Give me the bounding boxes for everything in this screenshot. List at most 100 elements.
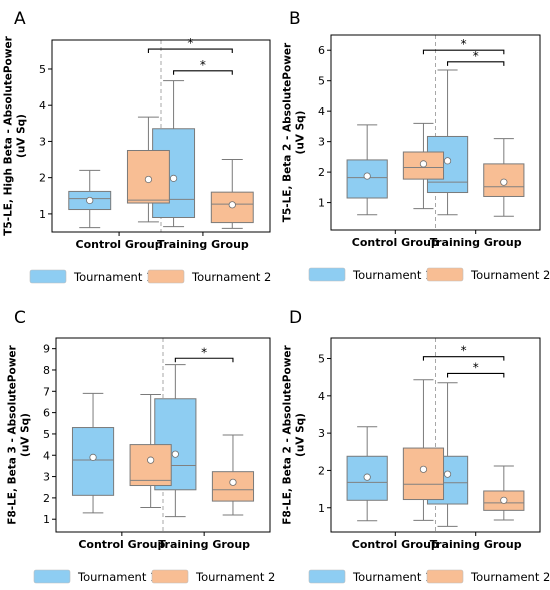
box-body xyxy=(402,447,445,501)
mean-marker xyxy=(144,175,153,184)
significance-bracket-a-1: * xyxy=(173,58,233,75)
legend-item-d-1: Tournament 2 xyxy=(426,569,550,584)
box-d-0-0 xyxy=(346,426,388,522)
legend-swatch xyxy=(426,267,464,282)
mean-marker xyxy=(363,172,371,180)
legend-item-a-0: Tournament 1 xyxy=(29,269,153,284)
mean-marker xyxy=(443,157,452,165)
significance-label: * xyxy=(187,36,193,50)
y-tick-label: 3 xyxy=(43,471,50,484)
y-tick-label: 1 xyxy=(318,502,325,515)
legend-swatch xyxy=(29,269,67,284)
box-d-1-1 xyxy=(483,465,525,521)
y-tick-label: 5 xyxy=(318,353,325,366)
box-body xyxy=(402,151,445,180)
legend-item-a-1: Tournament 2 xyxy=(147,269,271,284)
legend-label: Tournament 1 xyxy=(352,570,432,584)
legend-item-c-1: Tournament 2 xyxy=(151,569,275,584)
panel-d: D * * 1 2 3 4 5 Control Group Training Group F8-LE… xyxy=(275,295,550,590)
x-tick-label: Training Group xyxy=(430,538,522,551)
mean-marker xyxy=(147,456,155,464)
y-tick-label: 4 xyxy=(318,105,325,118)
box-c-1-0 xyxy=(154,364,197,518)
legend-label: Tournament 2 xyxy=(470,268,550,282)
y-tick-label: 1 xyxy=(39,208,46,221)
box-b-1-0 xyxy=(426,69,469,216)
legend-swatch xyxy=(151,569,189,584)
y-tick-label: 6 xyxy=(43,407,50,420)
y-tick-label: 3 xyxy=(318,427,325,440)
significance-bracket-a-0: * xyxy=(147,36,233,54)
x-tick-label: Training Group xyxy=(430,236,522,249)
box-b-0-1 xyxy=(402,122,445,210)
panel-letter-a: A xyxy=(14,9,26,29)
y-axis-label-a: T5-LE, High Beta - AbsolutePower(uV Sq) xyxy=(3,35,28,235)
legend-item-b-1: Tournament 2 xyxy=(426,267,550,282)
significance-label: * xyxy=(200,58,206,72)
mean-marker xyxy=(500,178,508,186)
significance-bracket-b-1: * xyxy=(447,49,505,66)
x-tick-label: Training Group xyxy=(158,538,250,551)
legend-label: Tournament 1 xyxy=(352,268,432,282)
y-axis-label-c: F8-LE, Beta 3 - AbsolutePower(uV Sq) xyxy=(7,344,32,524)
panel-b: B * * 1 2 3 4 5 6 Control Group Training Group T5-L… xyxy=(275,0,550,295)
y-axis-label-d: F8-LE, Beta 2 - AbsolutePower(uV Sq) xyxy=(282,344,307,524)
box-d-0-1 xyxy=(402,379,445,521)
mean-marker xyxy=(89,453,97,461)
significance-bracket-c-0: * xyxy=(174,345,234,363)
bracket-line xyxy=(422,356,505,361)
y-tick-label: 3 xyxy=(318,136,325,149)
legend-label: Tournament 1 xyxy=(73,270,153,284)
legend-swatch xyxy=(147,269,185,284)
bracket-line xyxy=(174,357,234,363)
box-body xyxy=(211,471,255,502)
legend-label: Tournament 1 xyxy=(77,570,157,584)
bracket-line xyxy=(422,49,505,55)
significance-label: * xyxy=(461,37,467,51)
mean-marker xyxy=(169,174,178,182)
y-tick-label: 8 xyxy=(43,364,50,377)
y-tick-label: 5 xyxy=(39,63,46,76)
box-c-1-1 xyxy=(211,434,255,516)
y-tick-label: 5 xyxy=(43,428,50,441)
axes-frame-d xyxy=(330,337,541,533)
x-tick-label: Training Group xyxy=(157,238,249,251)
y-tick-label: 2 xyxy=(43,492,50,505)
significance-label: * xyxy=(473,49,479,63)
panel-letter-c: C xyxy=(14,308,26,328)
y-tick-label: 1 xyxy=(318,197,325,210)
significance-bracket-b-0: * xyxy=(422,37,505,55)
panel-letter-b: B xyxy=(289,9,301,29)
y-tick-label: 1 xyxy=(43,513,50,526)
legend-label: Tournament 2 xyxy=(191,270,271,284)
legend-label: Tournament 2 xyxy=(195,570,275,584)
mean-marker xyxy=(500,496,508,504)
y-tick-label: 9 xyxy=(43,343,50,356)
box-c-0-0 xyxy=(71,392,115,514)
box-body xyxy=(129,444,172,487)
significance-label: * xyxy=(201,345,207,359)
x-tick-label: Control Group xyxy=(352,236,439,249)
mean-marker xyxy=(443,470,452,478)
bracket-line xyxy=(447,61,505,66)
legend-item-c-0: Tournament 1 xyxy=(33,569,157,584)
mean-marker xyxy=(419,160,428,168)
box-a-0-1 xyxy=(126,116,170,223)
box-b-0-0 xyxy=(346,124,388,216)
bracket-line xyxy=(173,70,233,75)
box-a-1-1 xyxy=(210,159,254,229)
legend-swatch xyxy=(33,569,71,584)
legend-swatch xyxy=(426,569,464,584)
box-body xyxy=(71,427,115,496)
bracket-line xyxy=(447,372,505,378)
y-tick-label: 2 xyxy=(318,464,325,477)
significance-bracket-d-1: * xyxy=(447,360,505,378)
significance-bracket-d-0: * xyxy=(422,344,505,361)
x-tick-label: Control Group xyxy=(352,538,439,551)
mean-marker xyxy=(171,450,179,458)
y-tick-label: 4 xyxy=(43,449,50,462)
significance-label: * xyxy=(473,360,479,374)
